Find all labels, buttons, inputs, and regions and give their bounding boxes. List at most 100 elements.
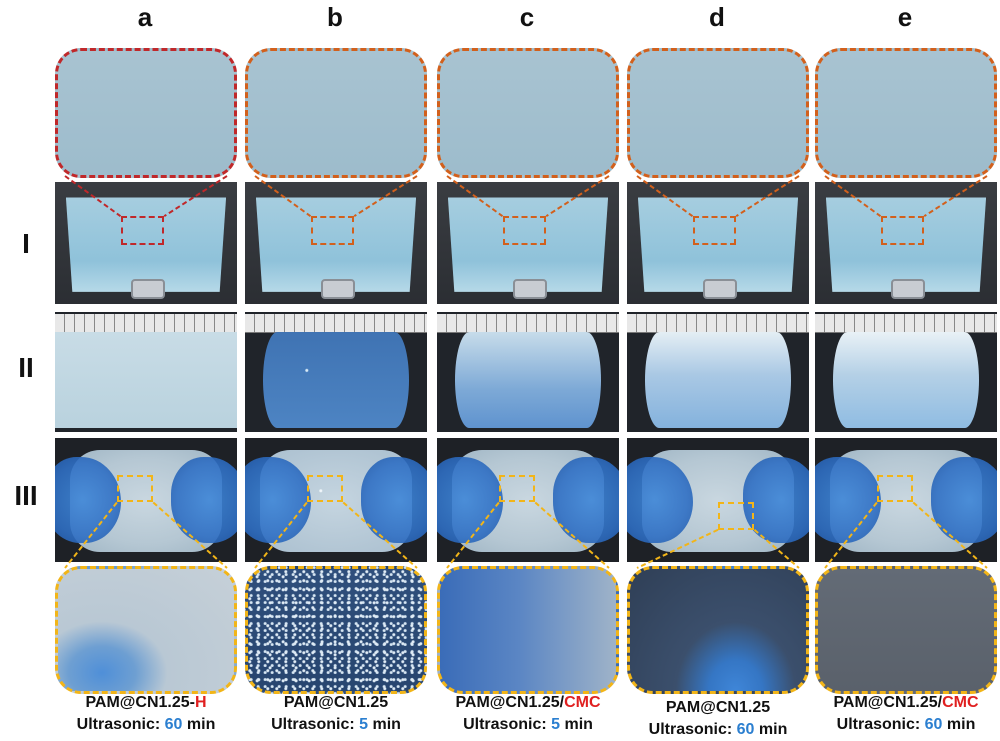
caption-material: PAM@CN1.25/CMC — [433, 692, 623, 714]
photo-row-I-e — [815, 182, 997, 304]
caption-ultrasonic: Ultrasonic: 60 min — [51, 714, 241, 736]
zoom-bottom-panel-c — [437, 566, 619, 694]
selection-box-row-I — [502, 216, 547, 246]
selection-box-row-I — [120, 216, 165, 246]
photo-row-II-d — [627, 312, 809, 432]
stretched-gel — [55, 332, 237, 428]
material-suffix: H — [194, 694, 207, 711]
ultrasonic-value: 60 — [164, 716, 183, 733]
caption-c: PAM@CN1.25/CMC Ultrasonic: 5 min — [433, 692, 623, 736]
row-label-II: II — [18, 352, 34, 383]
material-name: PAM@CN1.25 — [665, 699, 771, 716]
selection-box-row-I — [880, 216, 925, 246]
binder-clip — [703, 279, 737, 300]
binder-clip — [131, 279, 165, 300]
zoom-top-panel-e — [815, 48, 997, 178]
material-suffix: CMC — [942, 694, 979, 711]
row-label-III: III — [14, 480, 38, 511]
ultrasonic-unit: min — [368, 716, 401, 733]
photo-row-II-b — [245, 312, 427, 432]
ultrasonic-value: 60 — [924, 716, 943, 733]
photo-row-II-c — [437, 312, 619, 432]
binder-clip — [891, 279, 925, 300]
zoom-top-panel-a — [55, 48, 237, 178]
ruler — [437, 314, 619, 333]
material-name: PAM@CN1.25- — [85, 694, 195, 711]
caption-ultrasonic: Ultrasonic: 60 min — [623, 719, 813, 741]
ultrasonic-label: Ultrasonic: — [648, 721, 737, 738]
selection-box-row-III — [306, 475, 344, 503]
photo-row-I-d — [627, 182, 809, 304]
caption-material: PAM@CN1.25 — [623, 697, 813, 719]
selection-box-row-III — [876, 475, 914, 503]
caption-ultrasonic: Ultrasonic: 60 min — [811, 714, 1000, 736]
caption-e: PAM@CN1.25/CMC Ultrasonic: 60 min — [811, 692, 1000, 736]
glove-right — [743, 456, 809, 544]
ruler — [627, 314, 809, 333]
binder-clip — [321, 279, 355, 300]
glove-right — [171, 456, 237, 544]
caption-a: PAM@CN1.25-H Ultrasonic: 60 min — [51, 692, 241, 736]
photo-row-III-e — [815, 438, 997, 562]
photo-row-III-d — [627, 438, 809, 562]
caption-material: PAM@CN1.25-H — [51, 692, 241, 714]
caption-material: PAM@CN1.25/CMC — [811, 692, 1000, 714]
stretched-gel — [833, 332, 979, 428]
caption-ultrasonic: Ultrasonic: 5 min — [433, 714, 623, 736]
selection-box-row-I — [310, 216, 355, 246]
photo-row-II-a — [55, 312, 237, 432]
photo-row-II-e — [815, 312, 997, 432]
photo-row-III-c — [437, 438, 619, 562]
ruler — [815, 314, 997, 333]
zoom-top-panel-c — [437, 48, 619, 178]
zoom-top-panel-b — [245, 48, 427, 178]
column-letter-d: d — [709, 2, 725, 32]
ultrasonic-unit: min — [182, 716, 216, 733]
ultrasonic-unit: min — [754, 721, 788, 738]
photo-row-III-b — [245, 438, 427, 562]
stretched-gel — [263, 332, 409, 428]
ultrasonic-unit: min — [560, 716, 593, 733]
zoom-top-panel-d — [627, 48, 809, 178]
binder-clip — [513, 279, 547, 300]
ruler — [55, 314, 237, 333]
material-suffix: CMC — [564, 694, 601, 711]
ultrasonic-label: Ultrasonic: — [463, 716, 552, 733]
column-letter-c: c — [519, 2, 535, 32]
photo-row-I-b — [245, 182, 427, 304]
caption-b: PAM@CN1.25 Ultrasonic: 5 min — [241, 692, 431, 736]
column-letter-e: e — [897, 2, 913, 32]
material-name: PAM@CN1.25/ — [455, 694, 565, 711]
ruler — [245, 314, 427, 333]
photo-row-III-a — [55, 438, 237, 562]
selection-box-row-III — [498, 475, 536, 503]
row-label-I: I — [22, 228, 30, 259]
stretched-gel — [455, 332, 601, 428]
ultrasonic-label: Ultrasonic: — [76, 716, 165, 733]
glove-right — [361, 456, 427, 544]
caption-material: PAM@CN1.25 — [241, 692, 431, 714]
photo-row-I-a — [55, 182, 237, 304]
ultrasonic-value: 5 — [551, 716, 561, 733]
zoom-bottom-panel-e — [815, 566, 997, 694]
glove-right — [553, 456, 619, 544]
caption-d: PAM@CN1.25 Ultrasonic: 60 min — [623, 697, 813, 741]
column-letter-a: a — [137, 2, 153, 32]
selection-box-row-III — [718, 502, 755, 530]
glove-right — [931, 456, 997, 544]
ultrasonic-value: 5 — [359, 716, 369, 733]
ultrasonic-value: 60 — [736, 721, 755, 738]
selection-box-row-I — [692, 216, 737, 246]
zoom-bottom-panel-b — [245, 566, 427, 694]
caption-ultrasonic: Ultrasonic: 5 min — [241, 714, 431, 736]
zoom-bottom-panel-a — [55, 566, 237, 694]
ultrasonic-label: Ultrasonic: — [271, 716, 360, 733]
zoom-bottom-panel-d — [627, 566, 809, 694]
photo-row-I-c — [437, 182, 619, 304]
selection-box-row-III — [116, 475, 154, 503]
ultrasonic-unit: min — [942, 716, 976, 733]
column-letter-b: b — [327, 2, 343, 32]
material-name: PAM@CN1.25 — [283, 694, 389, 711]
stretched-gel — [645, 332, 791, 428]
material-name: PAM@CN1.25/ — [833, 694, 943, 711]
